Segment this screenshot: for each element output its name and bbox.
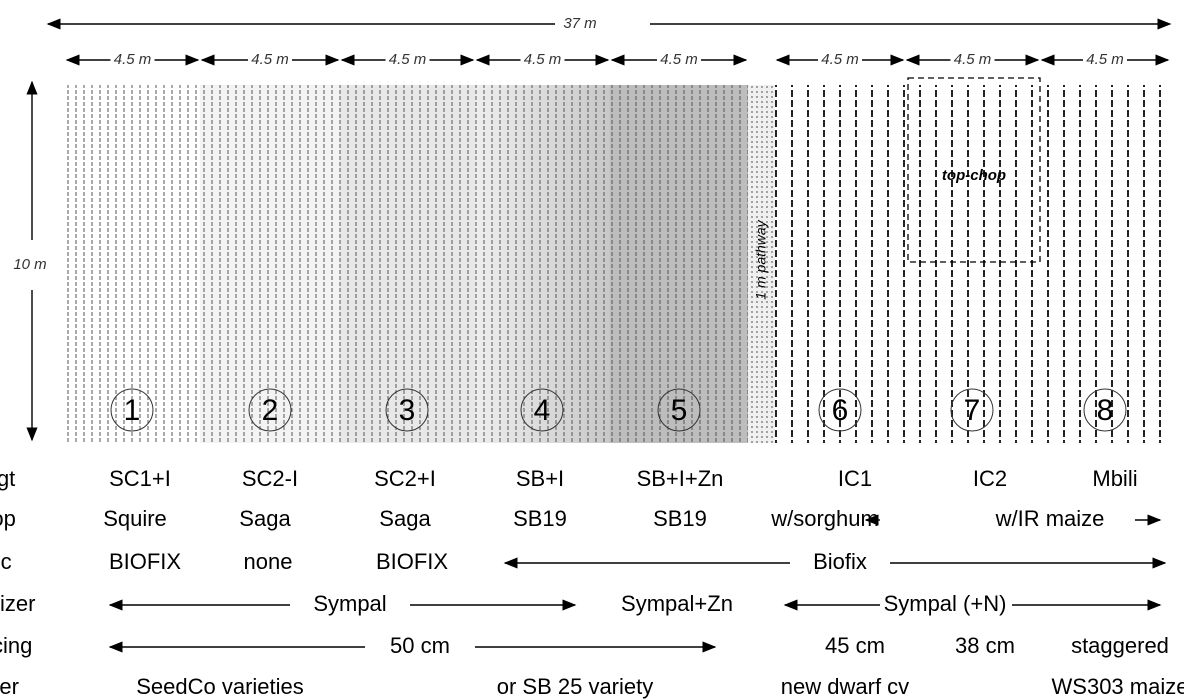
plot-number: 6 [832, 394, 849, 427]
plot-number-circle [950, 388, 994, 432]
row-item: 45 cm [825, 633, 885, 658]
plot-width: 4.5 m [389, 51, 427, 68]
top-chop-box [907, 77, 1041, 263]
row-item: Biofix [813, 549, 867, 574]
plot-width: 4.5 m [251, 51, 289, 68]
row-item: WS303 maize [1052, 674, 1184, 699]
crop-rows [65, 85, 748, 443]
plot-width: 4.5 m [114, 51, 152, 68]
plot-width: 4.5 m [660, 51, 698, 68]
row-item: Sympal+Zn [621, 591, 733, 616]
row-label: ngt [0, 466, 15, 491]
row-item: w/IR maize [995, 506, 1105, 531]
plot-number-circle [520, 388, 564, 432]
plot-number: 5 [671, 394, 688, 427]
row-item: staggered [1071, 633, 1169, 658]
plot-number-circle [657, 388, 701, 432]
total-width: 37 m [563, 15, 596, 32]
plot-number-circle [248, 388, 292, 432]
row-item: 38 cm [955, 633, 1015, 658]
plot-number: 8 [1097, 394, 1114, 427]
plot-number-circle [110, 388, 154, 432]
row-item: SB19 [513, 506, 567, 531]
row-item: SB19 [653, 506, 707, 531]
plot-width: 4.5 m [1086, 51, 1124, 68]
row-item: none [244, 549, 293, 574]
row-item: Sympal [313, 591, 386, 616]
plot-width: 4.5 m [954, 51, 992, 68]
row-item: new dwarf cv [781, 674, 909, 699]
plot-number-circle [818, 388, 862, 432]
pathway-label: 1 m pathway [753, 219, 769, 299]
plot-number: 7 [964, 394, 981, 427]
row-item: SB+I+Zn [637, 466, 724, 491]
row-label: ther [0, 674, 19, 699]
crop-rows [775, 85, 1170, 443]
row-item: Squire [103, 506, 167, 531]
row-item: IC2 [973, 466, 1007, 491]
plot-width: 4.5 m [524, 51, 562, 68]
plot-number-circle [1083, 388, 1127, 432]
row-item: SeedCo varieties [136, 674, 304, 699]
row-item: IC1 [838, 466, 872, 491]
row-item: 50 cm [390, 633, 450, 658]
row-label: ertilizer [0, 591, 35, 616]
plot-number: 3 [399, 394, 416, 427]
plot-width: 4.5 m [821, 51, 859, 68]
row-item: SC2+I [374, 466, 436, 491]
row-item: BIOFIX [376, 549, 448, 574]
row-item: or SB 25 variety [497, 674, 654, 699]
height-label: 10 m [13, 256, 46, 273]
top-chop-label: top-chop [942, 167, 1006, 184]
row-item: Mbili [1092, 466, 1137, 491]
row-item: w/sorghum [770, 506, 879, 531]
row-item: Saga [379, 506, 431, 531]
row-label: rop [0, 506, 16, 531]
row-label: oc [0, 549, 12, 574]
pathway-texture [748, 85, 775, 443]
plot-number-circle [385, 388, 429, 432]
row-item: Sympal (+N) [884, 591, 1007, 616]
row-item: SC1+I [109, 466, 171, 491]
row-label: pacing [0, 633, 32, 658]
row-item: SC2-I [242, 466, 298, 491]
row-item: BIOFIX [109, 549, 181, 574]
plot-number: 2 [262, 394, 279, 427]
row-item: Saga [239, 506, 291, 531]
plot-number: 4 [534, 394, 551, 427]
plot-number: 1 [124, 394, 141, 427]
row-item: SB+I [516, 466, 564, 491]
